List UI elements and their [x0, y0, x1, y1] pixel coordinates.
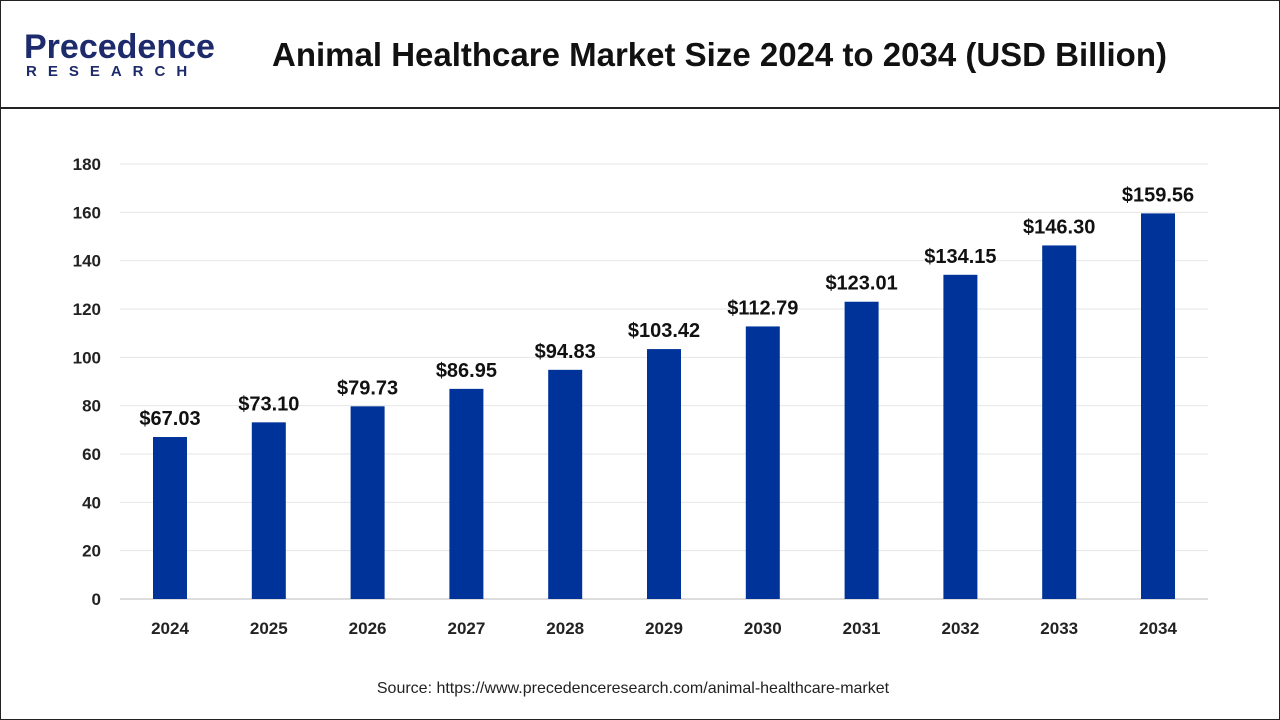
data-label: $146.30 — [1023, 216, 1095, 238]
y-tick-label: 60 — [82, 445, 101, 464]
bar-2028 — [548, 369, 583, 599]
bar-2027 — [449, 388, 484, 599]
header: Precedence RESEARCH Animal Healthcare Ma… — [0, 0, 1280, 109]
precedence-research-logo: Precedence RESEARCH — [24, 30, 215, 80]
y-tick-label: 0 — [92, 590, 101, 609]
data-label: $94.83 — [535, 341, 596, 363]
x-tick-label: 2034 — [1139, 619, 1177, 638]
data-label: $112.79 — [727, 297, 798, 319]
bar-2034 — [1141, 213, 1175, 599]
x-tick-label: 2031 — [843, 619, 881, 638]
data-label: $86.95 — [436, 360, 497, 382]
data-label: $67.03 — [139, 408, 200, 430]
x-tick-label: 2029 — [645, 619, 683, 638]
x-tick-label: 2033 — [1040, 619, 1078, 638]
y-tick-label: 80 — [82, 397, 101, 416]
bar-2025 — [251, 422, 286, 599]
bar-2032 — [943, 274, 978, 599]
chart-title: Animal Healthcare Market Size 2024 to 20… — [272, 36, 1167, 73]
data-label: $79.73 — [337, 377, 398, 399]
bar-2026 — [350, 406, 385, 599]
y-tick-label: 100 — [73, 348, 101, 367]
logo-line1: Precedence — [24, 28, 215, 66]
data-label: $123.01 — [825, 273, 897, 295]
data-label: $103.42 — [628, 320, 700, 342]
x-tick-label: 2026 — [349, 619, 387, 638]
y-tick-label: 20 — [82, 542, 101, 561]
bar-2024 — [153, 437, 187, 599]
x-tick-label: 2028 — [546, 619, 584, 638]
bar-2029 — [647, 349, 681, 599]
x-tick-label: 2032 — [941, 619, 979, 638]
logo-line2: RESEARCH — [26, 63, 199, 80]
y-tick-label: 160 — [73, 203, 101, 222]
bar-2030 — [745, 326, 780, 599]
data-label: $134.15 — [924, 246, 996, 268]
x-tick-label: 2024 — [151, 619, 189, 638]
data-label: $73.10 — [238, 393, 299, 415]
x-tick-label: 2025 — [250, 619, 288, 638]
source-text: Source: https://www.precedenceresearch.c… — [376, 680, 890, 697]
y-tick-label: 40 — [82, 493, 101, 512]
bar-2031 — [844, 301, 879, 599]
x-tick-label: 2027 — [447, 619, 485, 638]
y-tick-label: 140 — [73, 252, 101, 271]
x-tick-label: 2030 — [744, 619, 782, 638]
y-tick-label: 120 — [73, 300, 101, 319]
data-label: $159.56 — [1122, 184, 1194, 206]
y-tick-label: 180 — [73, 155, 101, 174]
bar-2033 — [1042, 245, 1077, 600]
